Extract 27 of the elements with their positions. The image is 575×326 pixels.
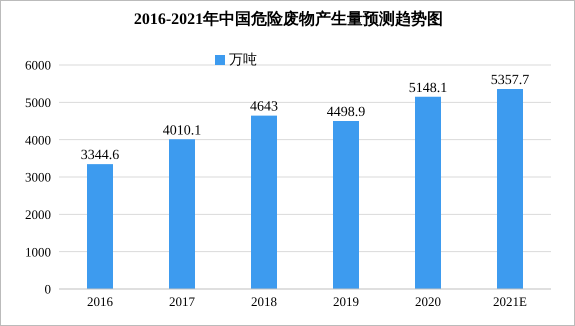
data-label: 3344.6 xyxy=(80,148,120,164)
y-tick-label: 0 xyxy=(44,282,51,297)
bar xyxy=(87,164,113,289)
data-label: 4643 xyxy=(250,100,278,115)
y-tick-label: 5000 xyxy=(25,94,51,110)
y-tick-label: 2000 xyxy=(25,206,51,222)
data-label: 5357.7 xyxy=(490,72,530,88)
bar xyxy=(169,139,195,289)
x-tick-label: 2021E xyxy=(493,294,528,310)
data-label: 4010.1 xyxy=(162,123,202,138)
y-tick-label: 1000 xyxy=(25,244,51,260)
data-label: 5148.1 xyxy=(408,80,448,96)
x-tick-label: 2020 xyxy=(415,294,441,310)
bar xyxy=(251,116,277,289)
x-tick-label: 2017 xyxy=(169,294,196,310)
bar xyxy=(415,96,441,289)
y-tick-label: 4000 xyxy=(25,132,51,148)
x-tick-label: 2019 xyxy=(333,294,359,310)
y-tick-label: 3000 xyxy=(25,170,51,185)
bar xyxy=(333,121,359,289)
x-tick-label: 2016 xyxy=(87,294,114,310)
chart-title: 2016-2021年中国危险废物产生量预测趋势图 xyxy=(132,9,444,30)
x-tick-label: 2018 xyxy=(251,294,277,310)
bar xyxy=(497,88,523,289)
y-tick-label: 6000 xyxy=(25,58,51,73)
legend-label: 万吨 xyxy=(229,53,257,68)
data-label: 4498.9 xyxy=(326,105,366,120)
